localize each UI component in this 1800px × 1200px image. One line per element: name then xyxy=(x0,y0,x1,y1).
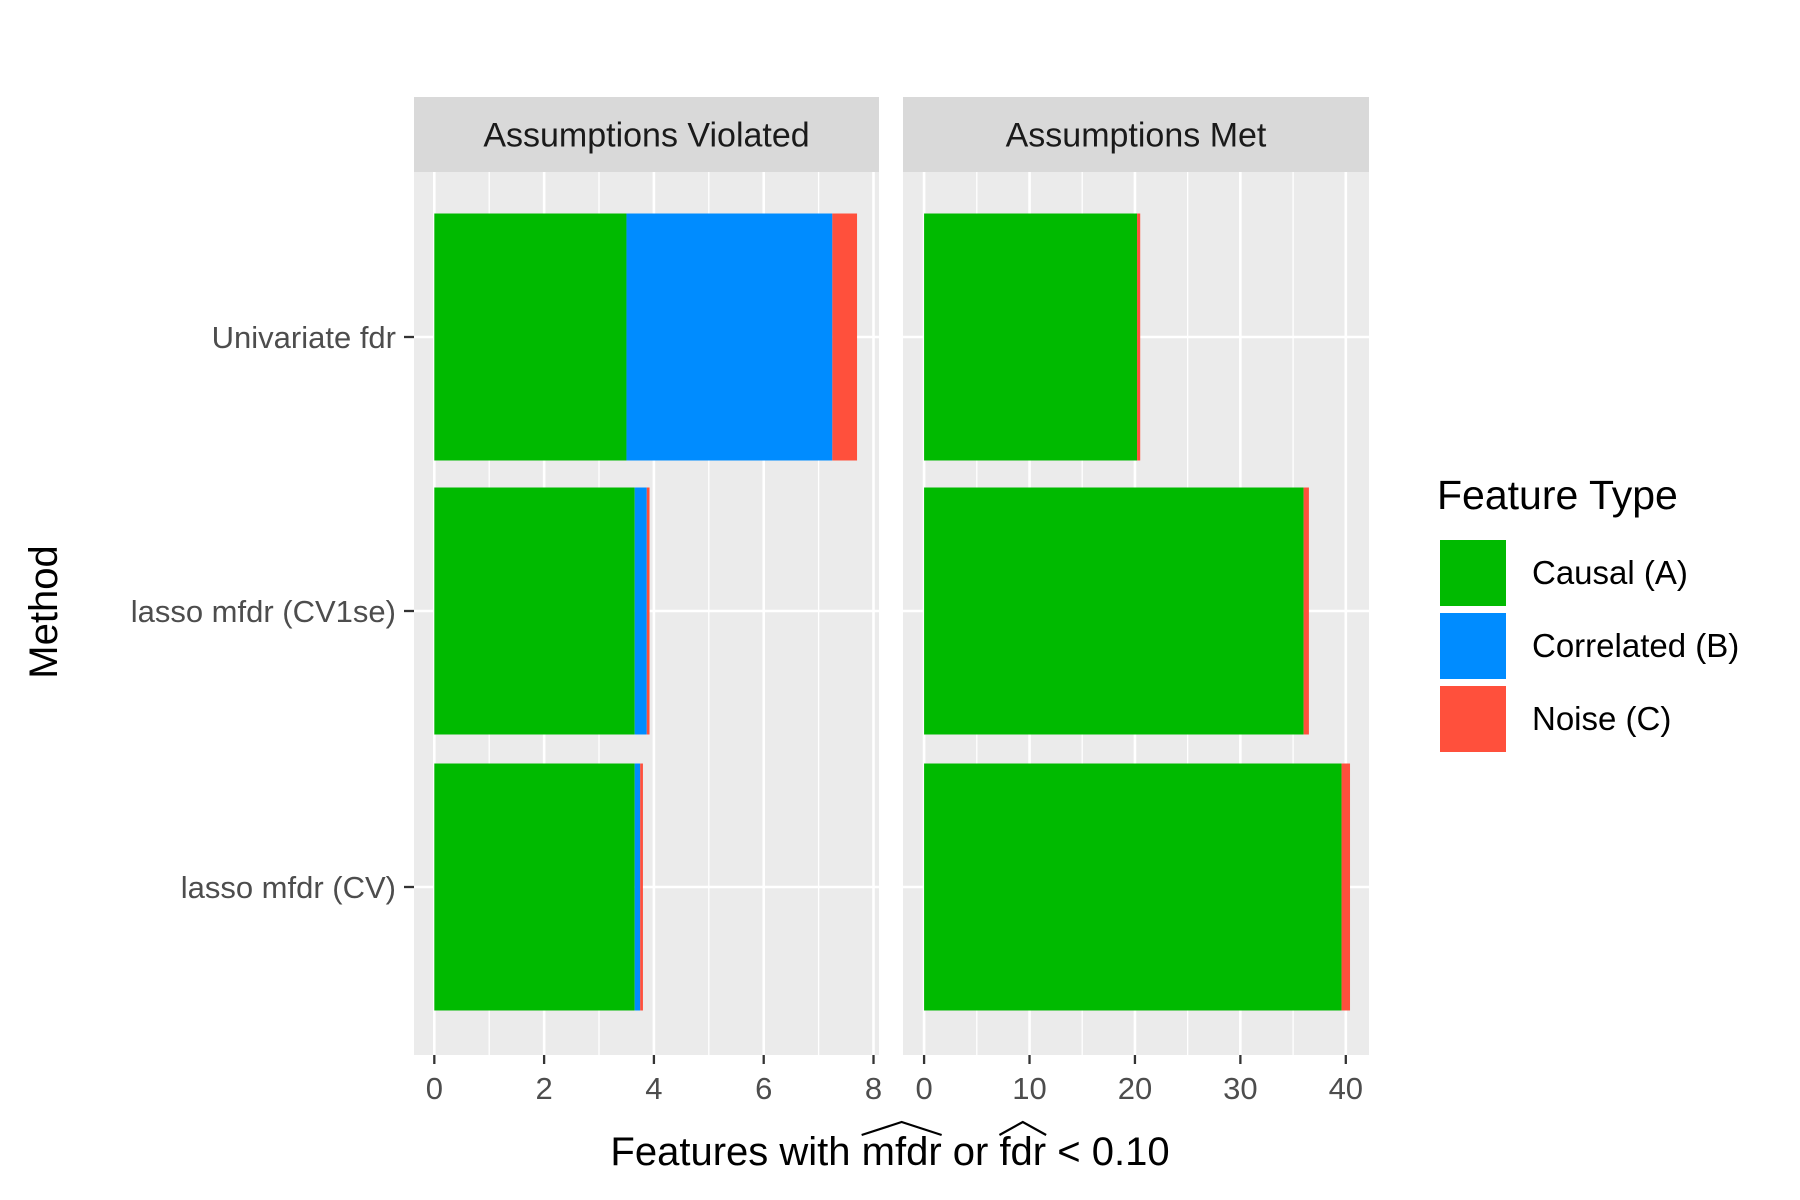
x-axis-title-hats xyxy=(861,1120,1047,1137)
bar-assumptions-violated-lasso-mfdr-cv-correlated-b xyxy=(634,763,641,1011)
bar-assumptions-met-lasso-mfdr-cv-causal-a xyxy=(924,763,1342,1011)
x-tick-label: 8 xyxy=(865,1071,882,1106)
bar-assumptions-met-univariate-fdr-causal-a xyxy=(924,213,1138,461)
panels-layer: Assumptions Violated 0 2 4 6 8 Assumptions Met… xyxy=(414,97,1369,1106)
bar-assumptions-violated-univariate-fdr-noise-c xyxy=(832,213,858,461)
y-tick-label-univariate-fdr: Univariate fdr xyxy=(212,320,396,355)
x-tick-label: 0 xyxy=(915,1071,932,1106)
legend-label-causal-a: Causal (A) xyxy=(1532,554,1688,591)
legend-items: Causal (A) Correlated (B) Noise (C) xyxy=(1440,540,1739,752)
panel-strip-assumptions-met xyxy=(903,97,1369,172)
x-axis-title-term-fdr: fdr xyxy=(999,1130,1046,1174)
bar-assumptions-violated-univariate-fdr-correlated-b xyxy=(626,213,833,461)
y-axis: Univariate fdr lasso mfdr (CV1se) lasso mf… xyxy=(131,320,414,905)
bar-assumptions-met-univariate-fdr-noise-c xyxy=(1137,213,1141,461)
hat-mfdr xyxy=(861,1120,942,1137)
x-tick-label: 6 xyxy=(755,1071,772,1106)
legend-swatch-correlated-b xyxy=(1440,613,1506,679)
legend-title: Feature Type xyxy=(1437,472,1678,518)
bar-assumptions-violated-lasso-mfdr-cv1se-causal-a xyxy=(434,487,635,735)
bar-assumptions-violated-lasso-mfdr-cv-noise-c xyxy=(640,763,643,1011)
bar-assumptions-met-lasso-mfdr-cv-noise-c xyxy=(1341,763,1351,1011)
y-axis-title: Method xyxy=(22,545,66,678)
hat-fdr xyxy=(998,1120,1047,1136)
x-axis-title: Features with mfdr or fdr < 0.10 xyxy=(610,1130,1169,1174)
x-tick-label: 2 xyxy=(535,1071,552,1106)
bar-assumptions-met-lasso-mfdr-cv1se-noise-c xyxy=(1303,487,1309,735)
bar-assumptions-violated-lasso-mfdr-cv-causal-a xyxy=(434,763,635,1011)
x-axis-title-middle: or xyxy=(942,1130,1000,1174)
panel-assumptions-met: Assumptions Met 0 10 20 30 40 xyxy=(903,97,1369,1106)
x-axis-title-prefix: Features with xyxy=(610,1130,861,1174)
x-tick-label: 10 xyxy=(1012,1071,1046,1106)
legend-label-noise-c: Noise (C) xyxy=(1532,700,1671,737)
panel-strip-assumptions-violated xyxy=(414,97,879,172)
x-tick-label: 20 xyxy=(1118,1071,1152,1106)
legend-label-correlated-b: Correlated (B) xyxy=(1532,627,1739,664)
bar-assumptions-violated-lasso-mfdr-cv1se-noise-c xyxy=(646,487,650,735)
legend: Feature Type Causal (A) Correlated (B) Noi… xyxy=(1437,472,1739,752)
y-tick-label-lasso-mfdr-cv: lasso mfdr (CV) xyxy=(181,870,396,905)
legend-swatch-noise-c xyxy=(1440,686,1506,752)
x-axis-title-suffix: < 0.10 xyxy=(1046,1130,1169,1174)
legend-swatch-causal-a xyxy=(1440,540,1506,606)
panel-title-assumptions-met: Assumptions Met xyxy=(1006,117,1267,155)
x-tick-label: 4 xyxy=(645,1071,662,1106)
bar-assumptions-violated-lasso-mfdr-cv1se-correlated-b xyxy=(634,487,647,735)
x-tick-label: 0 xyxy=(426,1071,443,1106)
x-axis-title-term-mfdr: mfdr xyxy=(862,1130,942,1174)
x-tick-label: 30 xyxy=(1223,1071,1257,1106)
y-tick-label-lasso-mfdr-cv1se: lasso mfdr (CV1se) xyxy=(131,594,396,629)
bar-assumptions-met-lasso-mfdr-cv1se-causal-a xyxy=(924,487,1304,735)
x-tick-label: 40 xyxy=(1329,1071,1363,1106)
bar-assumptions-violated-univariate-fdr-causal-a xyxy=(434,213,627,461)
panel-title-assumptions-violated: Assumptions Violated xyxy=(483,117,809,155)
panel-assumptions-violated: Assumptions Violated 0 2 4 6 8 xyxy=(414,97,882,1106)
